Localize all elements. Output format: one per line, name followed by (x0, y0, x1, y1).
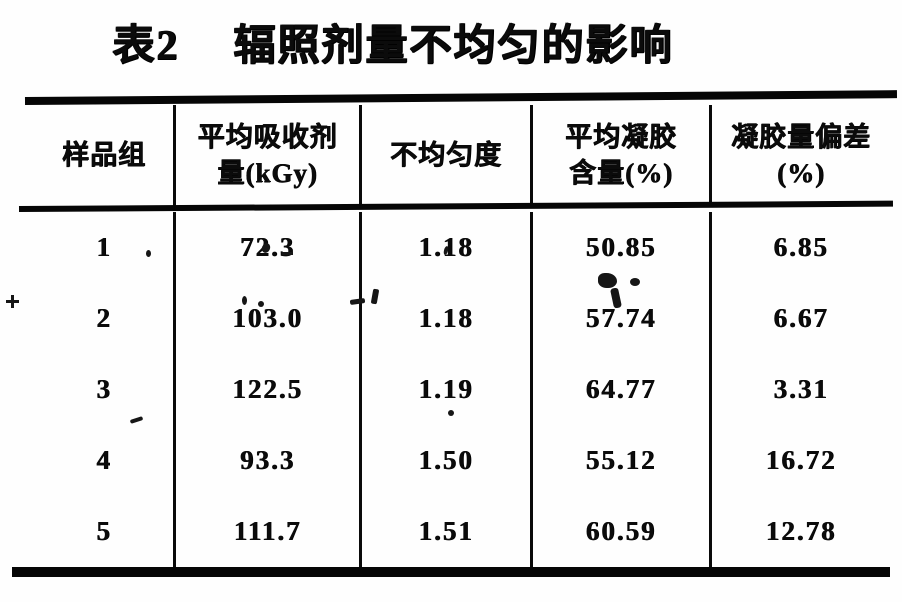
ink-speck (242, 296, 247, 305)
col-header-avg-gel-content: 平均凝胶 含量(%) (533, 105, 712, 206)
col-header-nonuniformity: 不均匀度 (362, 105, 533, 206)
table-title: 表2 辐照剂量不均匀的影响 (112, 22, 673, 70)
table-cell-r2-gel: 57.74 (533, 283, 712, 354)
table-cell-r2-deviation: 6.67 (773, 303, 829, 333)
table-cell-r5-deviation: 12.78 (765, 516, 837, 546)
ink-speck (258, 301, 264, 307)
header-text: 量(kGy) (217, 157, 318, 188)
col-header-gel-deviation: 凝胶量偏差 (%) (712, 105, 890, 206)
table-cell-r1-deviation: 6.85 (773, 232, 829, 262)
ink-speck (282, 252, 293, 255)
table-body: 1 72.3 1.18 50.85 6.85 2 103.0 1.18 57.7… (35, 212, 890, 567)
col-header-sample-group: 样品组 (35, 105, 176, 206)
table-top-rule (24, 90, 898, 105)
table-cell-r2-sample: 2 (35, 283, 176, 354)
table-cell-r3-dose: 122.5 (176, 354, 362, 425)
header-text: 样品组 (62, 139, 146, 170)
table-cell-r3-nonuniform: 1.19 (362, 354, 533, 425)
table-cell-r4-nonuniform: 1.50 (362, 425, 533, 496)
table-header-row: 样品组 平均吸收剂 量(kGy) 不均匀度 平均凝胶 含量(%) 凝胶量偏差 (… (35, 105, 890, 206)
col-header-avg-absorbed-dose: 平均吸收剂 量(kGy) (176, 105, 362, 206)
table-cell-r1-gel: 50.85 (533, 212, 712, 283)
header-text: 平均吸收剂 (197, 122, 338, 153)
header-text: 平均凝胶 (565, 122, 677, 153)
header-text: (%) (777, 157, 825, 188)
table-bottom-rule (12, 567, 890, 577)
table-cell-r4-deviation: 16.72 (765, 445, 837, 475)
header-text: 含量(%) (569, 157, 673, 188)
table-cell-r4-sample: 4 (35, 425, 176, 496)
table-cell-r4-gel: 55.12 (533, 425, 712, 496)
table-cell-r3-sample: 3 (35, 354, 176, 425)
table-cell-r3-deviation: 3.31 (773, 374, 829, 404)
table-cell-r2-nonuniform: 1.18 (362, 283, 533, 354)
table-cell-r5-sample: 5 (35, 496, 176, 567)
ink-speck (146, 250, 151, 257)
table-cell-r4-dose: 93.3 (176, 425, 362, 496)
table-number-label: 表2 (112, 23, 180, 69)
ink-speck (11, 295, 14, 308)
table-cell-r5-gel: 60.59 (533, 496, 712, 567)
header-text: 凝胶量偏差 (731, 122, 871, 153)
data-table: 样品组 平均吸收剂 量(kGy) 不均匀度 平均凝胶 含量(%) 凝胶量偏差 (… (12, 90, 898, 577)
table-title-text: 辐照剂量不均匀的影响 (233, 23, 674, 69)
ink-smudge (598, 273, 617, 288)
ink-speck (448, 410, 454, 416)
table-cell-r3-gel: 64.77 (533, 354, 712, 425)
table-cell-r1-sample: 1 (35, 212, 176, 283)
table-cell-r5-dose: 111.7 (176, 496, 362, 567)
header-text: 不均匀度 (390, 139, 502, 170)
ink-smudge (630, 278, 640, 286)
table-cell-r5-nonuniform: 1.51 (362, 496, 533, 567)
table-cell-r2-dose: 103.0 (176, 283, 362, 354)
